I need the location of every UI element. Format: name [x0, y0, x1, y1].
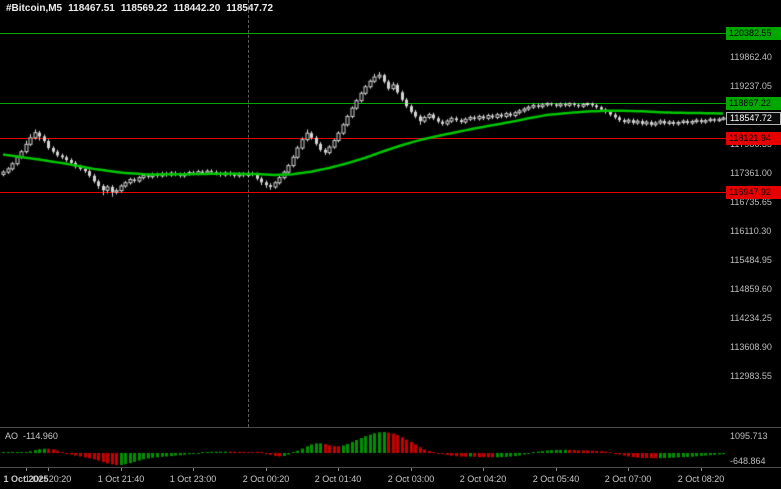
- time-axis-tick: [193, 468, 194, 471]
- price-axis-label: 117361.00: [730, 167, 772, 178]
- time-axis-tick: [121, 468, 122, 471]
- time-axis-tick: [556, 468, 557, 471]
- ao-current-value: -114.960: [23, 431, 58, 441]
- current-price-marker: 118547.72: [726, 111, 781, 125]
- price-axis-label: 114234.25: [730, 312, 772, 323]
- time-axis-tick: [628, 468, 629, 471]
- time-axis-tick: [338, 468, 339, 471]
- ohlc-low: 118442.20: [173, 3, 221, 14]
- price-pane: #Bitcoin,M5 118467.51 118569.22 118442.20 11…: [0, 0, 726, 427]
- symbol-timeframe-label: #Bitcoin,M5: [6, 3, 63, 14]
- time-axis-label: 1 Oct 21:40: [97, 474, 145, 484]
- time-axis-label: 1 Oct 23:00: [169, 474, 217, 484]
- support-price-marker[interactable]: 116947.92: [726, 186, 781, 200]
- ohlc-open: 118467.51: [68, 3, 115, 14]
- time-axis-tick: [701, 468, 702, 471]
- price-chart-canvas[interactable]: [0, 0, 726, 427]
- time-axis-label: 2 Oct 01:40: [314, 474, 362, 484]
- price-axis-label: 115484.95: [730, 254, 772, 265]
- time-axis-label: 2 Oct 08:20: [677, 474, 725, 484]
- ohlc-high: 118569.22: [120, 3, 168, 14]
- time-axis-label: 2 Oct 07:00: [604, 474, 652, 484]
- time-axis-label: 1 Oct 2025: [3, 474, 49, 484]
- ao-indicator-canvas[interactable]: [0, 429, 726, 468]
- resistance-price-marker[interactable]: 118867.22: [726, 97, 781, 111]
- price-axis: 119862.40119237.05117986.35117361.001167…: [726, 0, 781, 427]
- time-axis-label: 2 Oct 04:20: [459, 474, 507, 484]
- time-axis-tick: [26, 468, 27, 471]
- time-axis-label: 2 Oct 03:00: [387, 474, 435, 484]
- time-axis-tick: [266, 468, 267, 471]
- chart-ohlc-title: #Bitcoin,M5 118467.51 118569.22 118442.20 11…: [6, 3, 279, 14]
- time-axis-label: 2 Oct 00:20: [242, 474, 290, 484]
- price-axis-label: 114859.60: [730, 283, 772, 294]
- support-price-marker[interactable]: 118121.94: [726, 131, 781, 145]
- price-axis-label: 119862.40: [730, 51, 772, 62]
- price-axis-label: 112983.55: [730, 370, 772, 381]
- ao-name: AO: [5, 431, 19, 441]
- price-axis-label: 119237.05: [730, 80, 772, 91]
- time-axis-tick: [411, 468, 412, 471]
- ao-scale-max-label: 1095.713: [730, 431, 768, 441]
- price-axis-label: 116110.30: [730, 225, 772, 236]
- time-axis-label: 2 Oct 05:40: [532, 474, 580, 484]
- ohlc-close: 118547.72: [226, 3, 273, 14]
- time-axis-tick: [483, 468, 484, 471]
- ao-scale-min-label: -648.864: [730, 456, 766, 466]
- time-axis: 1 Oct 2025 1 Oct 20:20 1 Oct 21:40 1 Oct 23…: [0, 467, 781, 489]
- indicator-pane: AO -114.960 1095.713 -648.864: [0, 427, 781, 468]
- time-axis-label: 1 Oct 20:20: [24, 474, 72, 484]
- resistance-price-marker[interactable]: 120382.55: [726, 26, 781, 40]
- price-axis-label: 116735.65: [730, 196, 772, 207]
- time-axis-tick: [48, 468, 49, 471]
- ao-indicator-label: AO -114.960: [5, 431, 63, 441]
- price-axis-label: 113608.90: [730, 341, 772, 352]
